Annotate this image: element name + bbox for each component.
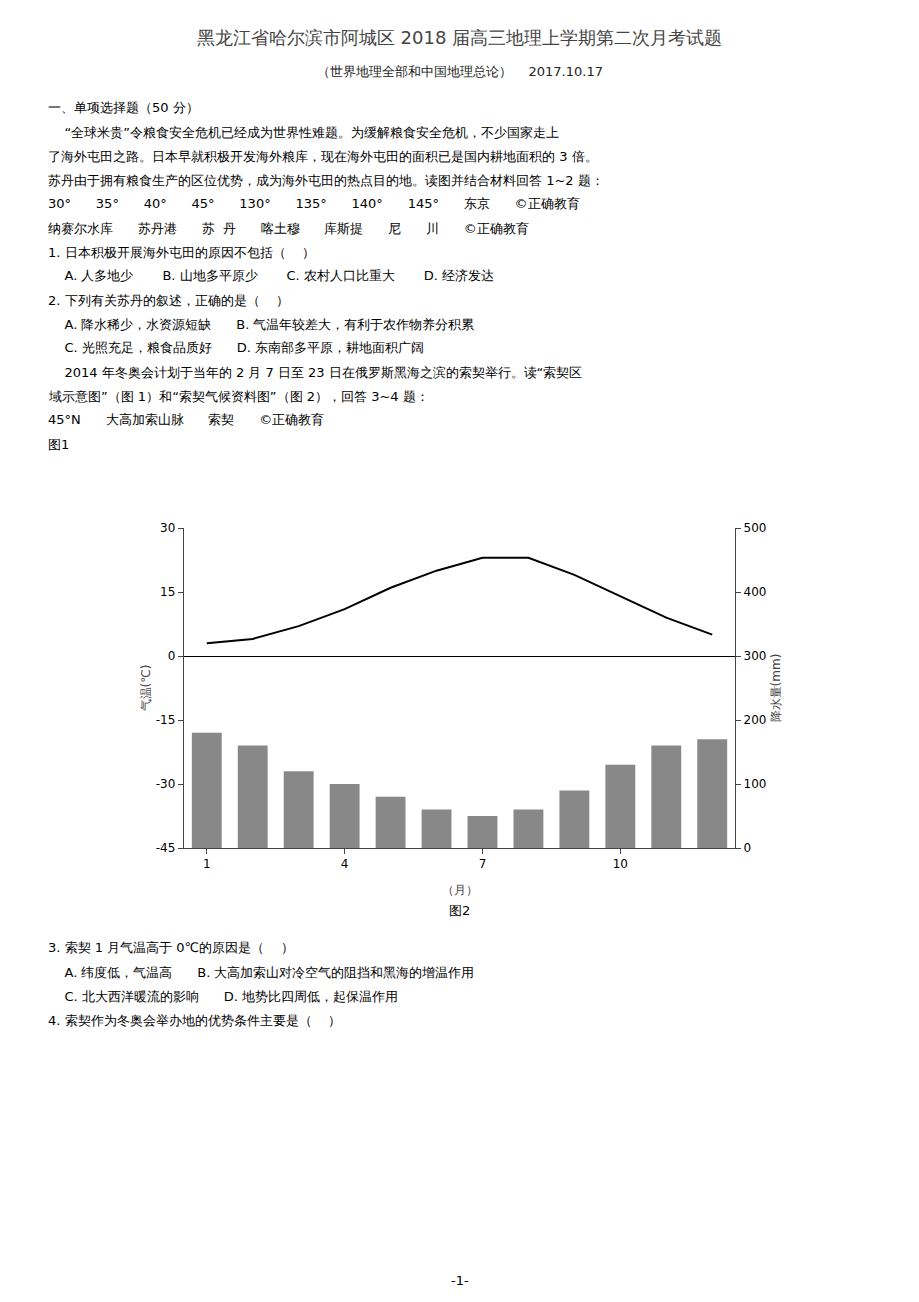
svg-text:200: 200 [744, 713, 767, 727]
svg-text:（世界地理全部和中国地理总论） 2017.10.17: （世界地理全部和中国地理总论） 2017.10.17 [317, 64, 603, 79]
svg-text:C. 北大西洋暖流的影响 D. 地势比四周低，起保: C. 北大西洋暖流的影响 D. 地势比四周低，起保温作用 [48, 989, 398, 1004]
svg-text:降水量(mm): 降水量(mm) [769, 654, 783, 723]
svg-text:（月）: （月） [442, 883, 478, 897]
svg-text:3. 索契 1 月气温高于 0℃的原因是（ ）: 3. 索契 1 月气温高于 0℃的原因是（ ） [48, 940, 294, 955]
svg-text:-1-: -1- [451, 1273, 469, 1288]
svg-text:1: 1 [203, 857, 211, 871]
svg-text:2014 年冬奥会计划于当年的 2 月 7 日至 23 日在: 2014 年冬奥会计划于当年的 2 月 7 日至 23 日在俄罗斯黑海之滨的索契… [48, 365, 582, 380]
svg-text:气温(℃): 气温(℃) [139, 665, 153, 712]
svg-text:100: 100 [744, 777, 767, 791]
svg-text:30° 35° 40° 45°: 30° 35° 40° 45° 130° 135° 140° 145° 东京 ©… [48, 196, 580, 211]
svg-text:300: 300 [744, 649, 767, 663]
svg-text:C. 光照充足，粮食品质好 D. 东南部多平原，耕: C. 光照充足，粮食品质好 D. 东南部多平原，耕地面积广阔 [48, 340, 424, 355]
svg-text:苏丹由于拥有粮食生产的区位优势，成为海外屯田的热点目的地。读: 苏丹由于拥有粮食生产的区位优势，成为海外屯田的热点目的地。读图并结合材料回答 1… [48, 173, 604, 188]
svg-text:黑龙江省哈尔滨市阿城区 2018 届高三地理上学期第二次月考: 黑龙江省哈尔滨市阿城区 2018 届高三地理上学期第二次月考试题 [197, 27, 722, 48]
svg-text:0: 0 [744, 841, 752, 855]
svg-text:7: 7 [479, 857, 487, 871]
svg-text:A. 降水稀少，水资源短缺 B. 气温年较差大，有: A. 降水稀少，水资源短缺 B. 气温年较差大，有利于农作物养分积累 [48, 317, 474, 332]
svg-text:0: 0 [168, 649, 176, 663]
svg-text:30: 30 [160, 521, 175, 535]
svg-text:400: 400 [744, 585, 767, 599]
svg-text:了海外屯田之路。日本早就积极开发海外粮库，现在海外屯田的面积: 了海外屯田之路。日本早就积极开发海外粮库，现在海外屯田的面积已是国内耕地面积的 … [48, 149, 598, 164]
svg-text:2. 下列有关苏丹的叙述，正确的是（ ）: 2. 下列有关苏丹的叙述，正确的是（ ） [48, 293, 289, 308]
svg-text:10: 10 [613, 857, 628, 871]
svg-text:纳赛尔水库 苏丹港 苏 丹: 纳赛尔水库 苏丹港 苏 丹 喀土穆 库斯提 尼 川 ©正确教育 [48, 221, 529, 236]
svg-text:图2: 图2 [449, 903, 470, 918]
svg-text:-30: -30 [156, 777, 176, 791]
svg-text:15: 15 [160, 585, 175, 599]
svg-text:500: 500 [744, 521, 767, 535]
svg-text:一、单项选择题（50 分）: 一、单项选择题（50 分） [48, 100, 199, 115]
svg-text:4: 4 [341, 857, 349, 871]
svg-text:A. 人多地少 B. 山地多平原少: A. 人多地少 B. 山地多平原少 C. 农村人口比重大 D. 经济发达 [48, 268, 494, 283]
svg-text:-15: -15 [156, 713, 176, 727]
svg-text:-45: -45 [156, 841, 176, 855]
svg-text:A. 纬度低，气温高 B. 大高加索山对冷空气的阻: A. 纬度低，气温高 B. 大高加索山对冷空气的阻挡和黑海的增温作用 [48, 965, 474, 980]
svg-text:“全球米贵”令粮食安全危机已经成为世界性难题。为缓解粮食安全: “全球米贵”令粮食安全危机已经成为世界性难题。为缓解粮食安全危机，不少国家走上 [48, 125, 559, 140]
svg-text:4. 索契作为冬奥会举办地的优势条件主要是（ ）: 4. 索契作为冬奥会举办地的优势条件主要是（ ） [48, 1013, 341, 1028]
svg-text:域示意图”（图 1）和“索契气候资料图”（图 2），回答 3: 域示意图”（图 1）和“索契气候资料图”（图 2），回答 3~4 题： [48, 389, 429, 404]
svg-text:45°N 大高加索山脉 索契: 45°N 大高加索山脉 索契 ©正确教育 [48, 412, 324, 427]
svg-text:1. 日本积极开展海外屯田的原因不包括（ ）: 1. 日本积极开展海外屯田的原因不包括（ ） [48, 245, 315, 260]
svg-text:图1: 图1 [48, 437, 69, 452]
